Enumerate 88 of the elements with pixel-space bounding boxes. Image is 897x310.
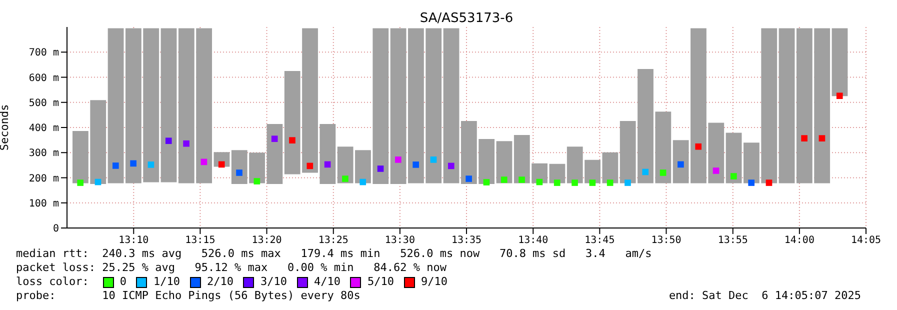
x-tick-label: 13:15 (185, 235, 216, 246)
text: median rtt: 240.3 ms avg 526.0 ms max 179.4 ms min 526.0 ms now 70.8 ms sd 3.4 am/s (16, 247, 653, 261)
point (183, 140, 190, 147)
x-tick-label: 13:55 (718, 235, 748, 246)
legend-label: 0 (120, 275, 126, 289)
y-tick-label: 200 m (28, 173, 59, 184)
point (412, 162, 420, 168)
legend-label: 1/10 (153, 275, 180, 289)
point (342, 176, 348, 182)
point (466, 176, 472, 182)
point (606, 180, 614, 186)
x-tick-label: 13:25 (318, 235, 348, 246)
point (218, 161, 225, 168)
bar (160, 28, 177, 182)
point (712, 168, 720, 174)
point (148, 162, 154, 168)
x-tick-label: 13:30 (384, 235, 415, 246)
point (801, 135, 808, 142)
point (730, 173, 737, 180)
text: end: Sat Dec 6 14:05:07 2025 (668, 289, 861, 303)
text: probe: 10 ICMP Echo Pings (56 Bytes) every 80s (16, 289, 360, 303)
point (165, 138, 172, 144)
chart-title: SA/AS53173-6 (418, 11, 514, 26)
legend-label: 5/10 (367, 275, 394, 289)
point (200, 158, 208, 166)
point (430, 156, 437, 163)
point (695, 143, 702, 150)
point (483, 179, 490, 186)
x-tick-label: 14:00 (784, 235, 814, 246)
point (554, 180, 560, 186)
point (360, 178, 366, 186)
legend-label: 4/10 (314, 275, 340, 289)
point (271, 136, 278, 142)
y-axis-title: Seconds (0, 104, 11, 151)
point (818, 135, 826, 142)
y-tick-label: 700 m (28, 48, 59, 59)
point (395, 156, 402, 163)
point (624, 180, 631, 186)
y-tick-label: 600 m (28, 72, 59, 84)
legend-label: 9/10 (420, 275, 448, 289)
bar (549, 164, 566, 184)
point (306, 162, 314, 170)
point (748, 180, 755, 186)
text: packet loss: 25.25 % avg 95.12 % max 0.00 % min 84.62 % now (16, 261, 448, 275)
bar (602, 152, 618, 184)
point (660, 170, 666, 176)
bar (443, 28, 460, 184)
point (94, 178, 102, 186)
point (254, 178, 260, 184)
point (112, 162, 119, 169)
x-tick-label: 13:40 (518, 235, 548, 246)
x-tick-label: 13:20 (252, 235, 282, 246)
point (642, 168, 649, 176)
legend-title: loss color: (16, 275, 89, 289)
point (130, 160, 136, 167)
bar (726, 132, 742, 184)
y-tick-label: 400 m (28, 123, 59, 134)
point (377, 166, 384, 172)
point (572, 180, 578, 186)
bar (496, 141, 512, 184)
legend-label: 3/10 (260, 275, 287, 289)
y-tick-label: 300 m (28, 148, 59, 160)
point (289, 137, 296, 144)
point (518, 176, 525, 183)
y-tick-label: 0 (52, 224, 59, 235)
point (766, 180, 772, 186)
point (77, 180, 84, 186)
x-tick-label: 13:35 (451, 235, 482, 246)
x-tick-label: 13:45 (584, 235, 615, 246)
point (448, 162, 454, 170)
point (500, 176, 508, 183)
y-tick-label: 500 m (28, 98, 59, 109)
point (678, 161, 684, 168)
x-tick-label: 13:10 (118, 235, 149, 246)
y-tick-label: 100 m (28, 198, 59, 210)
bar (778, 28, 795, 184)
bar (108, 28, 124, 184)
legend-label: 2/10 (206, 275, 234, 289)
x-tick-label: 13:50 (651, 235, 682, 246)
point (536, 178, 543, 186)
point (589, 180, 596, 186)
x-tick-label: 14:05 (850, 235, 882, 246)
bar (390, 28, 406, 184)
point (836, 92, 843, 100)
bar (832, 28, 848, 96)
bar (266, 124, 283, 184)
point (324, 161, 331, 168)
point (236, 170, 242, 176)
